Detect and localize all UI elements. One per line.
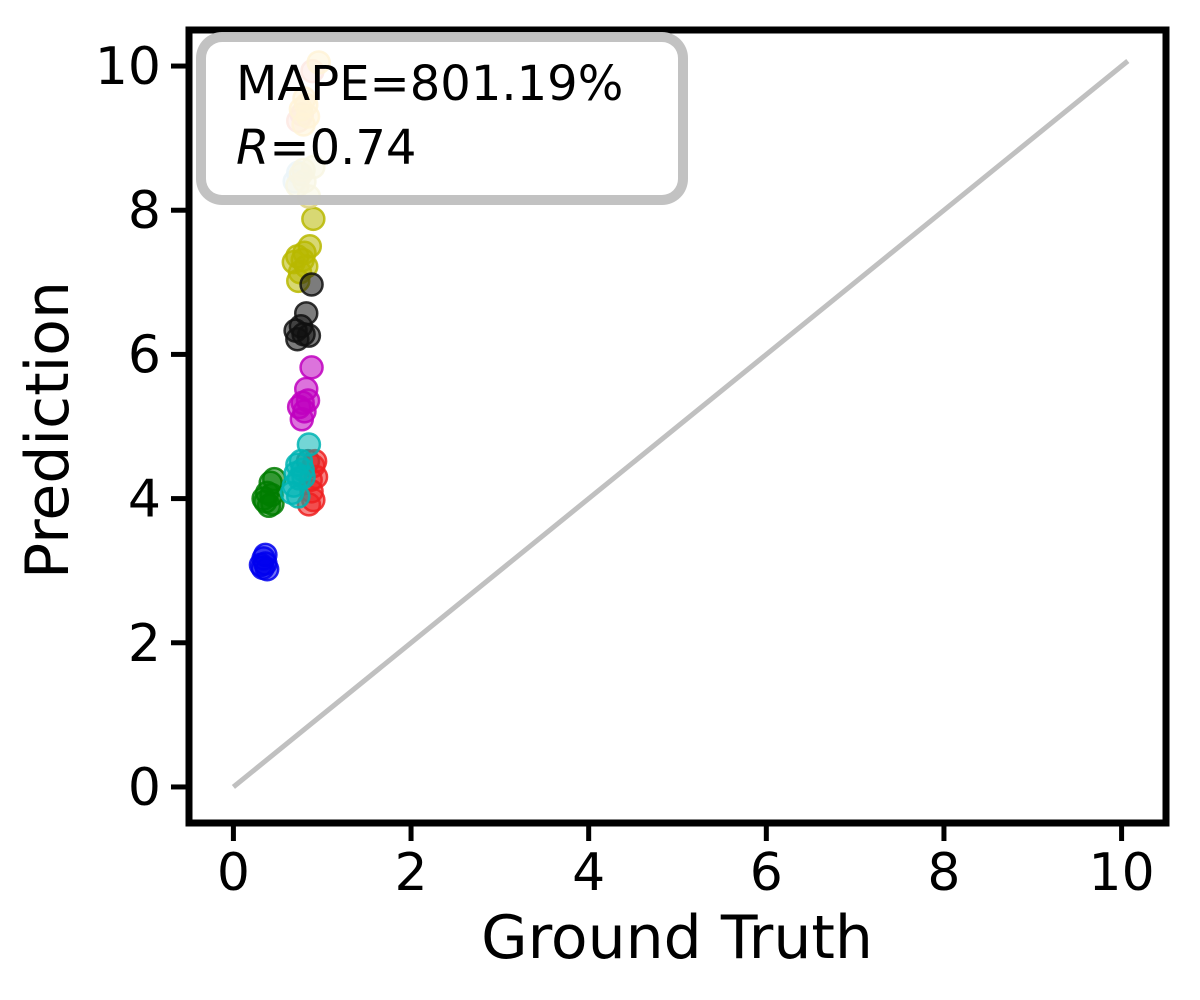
cluster-green-point (260, 491, 285, 516)
cluster-olive-point (301, 206, 326, 232)
x-tick-label: 0 (217, 843, 250, 903)
cluster-black-point (296, 323, 322, 348)
cluster-black-point (299, 272, 324, 297)
cluster-cyan-point (283, 461, 308, 486)
x-tick-label: 4 (572, 843, 605, 903)
r-text: R=0.74 (236, 116, 678, 180)
cluster-magenta-point (299, 355, 324, 380)
cluster-blue-point (248, 552, 274, 578)
y-axis-label: Prediction (13, 280, 83, 580)
y-tick-label: 8 (128, 181, 161, 241)
y-tick-label: 10 (95, 37, 161, 97)
r-symbol: R (236, 120, 270, 176)
x-tick-label: 6 (750, 843, 783, 903)
cluster-olive-point (281, 249, 307, 275)
stats-annotation-box: MAPE=801.19% R=0.74 (196, 32, 688, 205)
y-tick-label: 6 (128, 325, 161, 385)
identity-line (231, 59, 1130, 789)
x-tick-label: 10 (1089, 843, 1155, 903)
x-axis-label: Ground Truth (481, 903, 873, 973)
mape-text: MAPE=801.19% (236, 56, 624, 112)
x-tick-label: 2 (394, 843, 427, 903)
x-tick-label: 8 (927, 843, 960, 903)
axes-frame (185, 26, 1170, 827)
y-tick-label: 0 (128, 758, 161, 818)
y-tick-label: 2 (128, 614, 161, 674)
y-tick-label: 4 (128, 470, 161, 530)
r-value: =0.74 (269, 120, 417, 176)
cluster-magenta-point (289, 407, 315, 432)
